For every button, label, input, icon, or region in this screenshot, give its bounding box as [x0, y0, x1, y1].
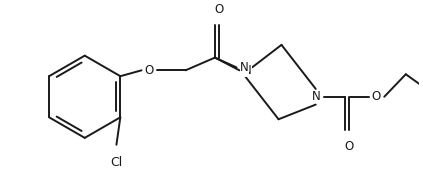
Text: N: N: [240, 61, 249, 74]
Text: O: O: [214, 2, 223, 15]
Text: O: O: [372, 90, 381, 103]
Text: O: O: [145, 64, 154, 77]
Text: Cl: Cl: [110, 156, 123, 169]
Text: N: N: [243, 64, 252, 77]
Text: O: O: [344, 140, 354, 153]
Text: N: N: [311, 90, 320, 103]
